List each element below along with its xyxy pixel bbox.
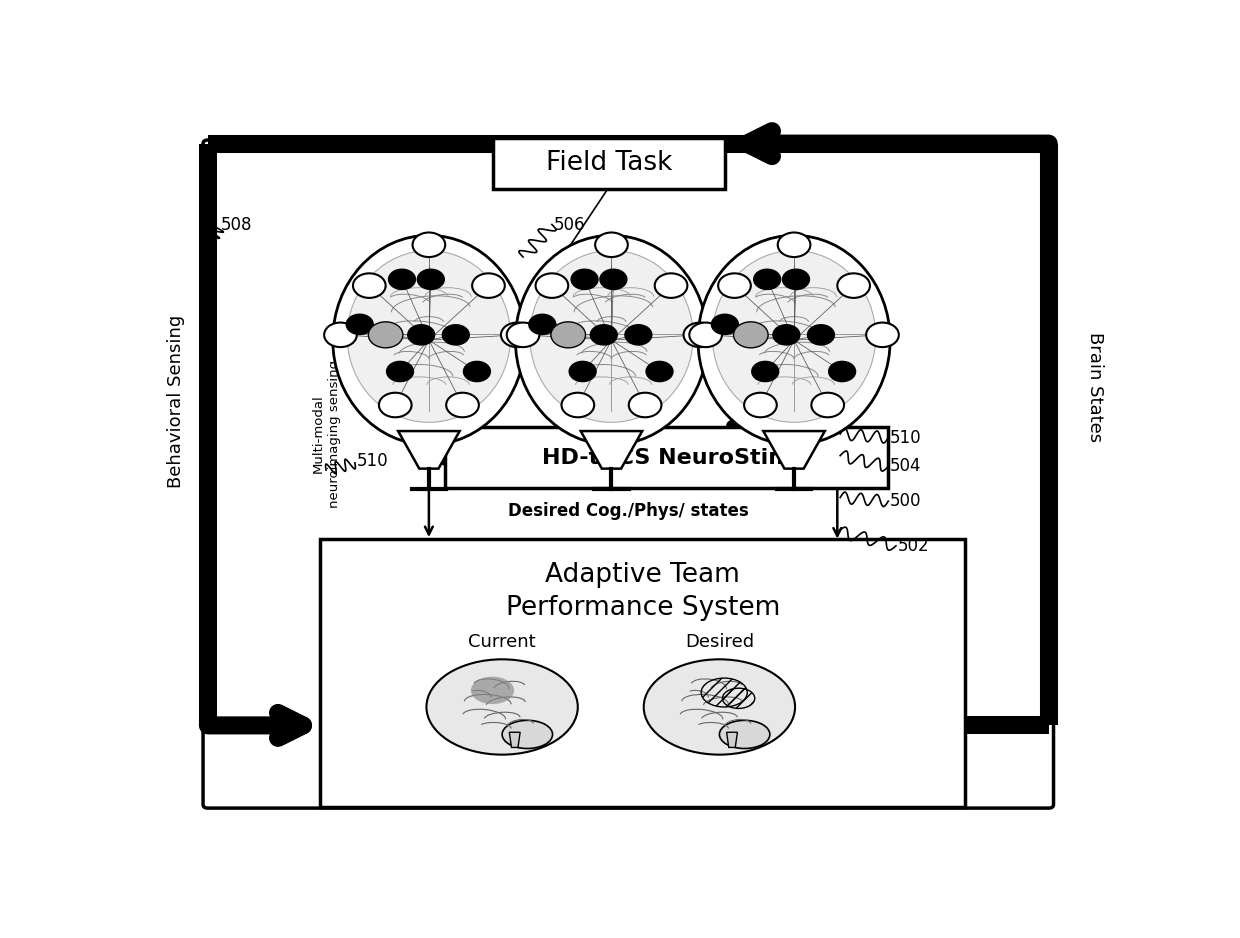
Circle shape — [777, 233, 811, 257]
Circle shape — [346, 314, 373, 335]
Ellipse shape — [347, 250, 511, 422]
Circle shape — [388, 269, 415, 290]
Text: Behavioral Sensing: Behavioral Sensing — [167, 315, 185, 488]
Circle shape — [464, 361, 490, 382]
Polygon shape — [764, 431, 825, 469]
Circle shape — [551, 322, 585, 348]
Circle shape — [324, 323, 357, 347]
Ellipse shape — [719, 720, 770, 749]
Circle shape — [501, 323, 533, 347]
Text: Brain States: Brain States — [1086, 332, 1104, 442]
Circle shape — [507, 323, 539, 347]
Circle shape — [646, 361, 673, 382]
Circle shape — [773, 325, 800, 345]
Circle shape — [625, 325, 652, 345]
Circle shape — [446, 393, 479, 417]
FancyBboxPatch shape — [494, 138, 725, 189]
Ellipse shape — [644, 659, 795, 755]
Text: 504: 504 — [890, 458, 921, 476]
Circle shape — [368, 322, 403, 348]
Circle shape — [655, 273, 687, 298]
Circle shape — [744, 393, 776, 417]
Circle shape — [712, 314, 738, 335]
Ellipse shape — [529, 250, 693, 422]
Circle shape — [569, 361, 596, 382]
Text: Multi-modal
neuroimaging sensing: Multi-modal neuroimaging sensing — [311, 360, 341, 508]
Ellipse shape — [471, 676, 515, 704]
Ellipse shape — [427, 659, 578, 755]
Circle shape — [629, 393, 661, 417]
Circle shape — [683, 323, 717, 347]
Circle shape — [387, 361, 413, 382]
Circle shape — [590, 325, 618, 345]
Circle shape — [562, 393, 594, 417]
Text: Adaptive Team
Performance System: Adaptive Team Performance System — [506, 562, 780, 621]
Circle shape — [689, 323, 722, 347]
Ellipse shape — [516, 235, 708, 445]
Circle shape — [595, 233, 627, 257]
Circle shape — [379, 393, 412, 417]
Circle shape — [837, 273, 870, 298]
Ellipse shape — [713, 250, 875, 422]
Circle shape — [751, 361, 779, 382]
Text: 510: 510 — [890, 429, 921, 446]
Circle shape — [811, 393, 844, 417]
Circle shape — [353, 273, 386, 298]
Circle shape — [528, 314, 556, 335]
Circle shape — [472, 273, 505, 298]
Circle shape — [734, 322, 768, 348]
Ellipse shape — [502, 720, 553, 749]
Polygon shape — [580, 431, 642, 469]
Circle shape — [418, 269, 444, 290]
FancyBboxPatch shape — [445, 428, 888, 488]
Ellipse shape — [332, 235, 525, 445]
FancyBboxPatch shape — [320, 538, 965, 807]
Text: 500: 500 — [890, 492, 921, 510]
Circle shape — [718, 273, 750, 298]
Text: 506: 506 — [554, 216, 585, 234]
Circle shape — [413, 233, 445, 257]
Circle shape — [754, 269, 781, 290]
Circle shape — [536, 273, 568, 298]
Polygon shape — [510, 733, 520, 748]
Circle shape — [443, 325, 469, 345]
Text: Desired Cog./Phys/ states: Desired Cog./Phys/ states — [508, 502, 749, 520]
Text: 510: 510 — [357, 452, 388, 470]
Text: HD-tDCS NeuroStim: HD-tDCS NeuroStim — [542, 447, 791, 468]
Circle shape — [408, 325, 435, 345]
Text: 502: 502 — [898, 537, 930, 555]
Circle shape — [828, 361, 856, 382]
Circle shape — [866, 323, 899, 347]
Circle shape — [807, 325, 835, 345]
Circle shape — [782, 269, 810, 290]
Circle shape — [600, 269, 627, 290]
Ellipse shape — [698, 235, 890, 445]
Text: Desired: Desired — [684, 633, 754, 651]
Text: Field Task: Field Task — [546, 150, 672, 176]
Circle shape — [572, 269, 598, 290]
Text: Current: Current — [469, 633, 536, 651]
Text: 508: 508 — [221, 216, 252, 234]
Polygon shape — [398, 431, 460, 469]
Polygon shape — [727, 733, 738, 748]
